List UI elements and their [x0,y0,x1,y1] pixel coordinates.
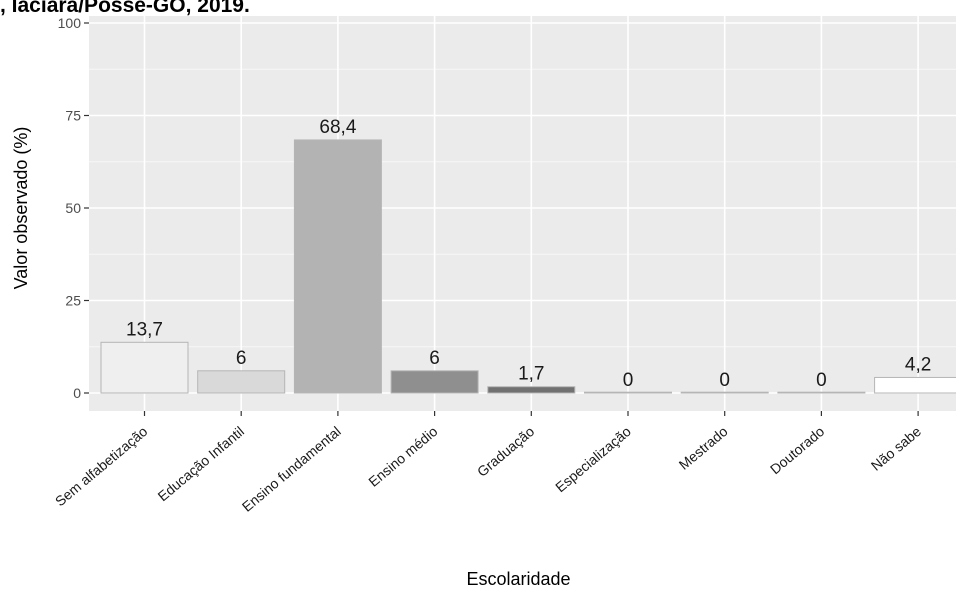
plot-panel [89,16,956,411]
x-axis-title: Escolaridade [466,569,570,589]
data-label: 0 [816,370,827,391]
bar [293,139,382,394]
data-label: 1,7 [518,364,544,385]
bar [197,370,286,394]
x-tick-label: Mestrado [676,423,731,473]
bar [874,376,956,394]
x-tick-label: Graduação [474,423,538,480]
bar [487,386,576,394]
y-tick-label: 25 [65,293,81,309]
y-tick-label: 75 [65,108,81,124]
bar [584,391,672,394]
y-tick-label: 0 [73,385,81,401]
y-tick-label: 100 [58,15,82,31]
data-label: 6 [429,348,440,369]
data-label: 6 [236,348,247,369]
data-label: 0 [719,370,730,391]
x-tick-label: Especialização [552,423,634,495]
bars [100,139,956,394]
x-tick-label: Ensino fundamental [239,423,344,515]
bar [680,391,769,394]
y-tick-label: 50 [65,200,81,216]
data-labels: 13,7 6 68,4 6 1,7 0 0 0 4,2 [126,117,931,391]
data-label: 68,4 [319,117,356,138]
x-tick-label: Doutorado [767,423,828,477]
x-tick-label: Educação Infantil [155,423,248,504]
x-tick-label: Sem alfabetização [52,423,151,509]
x-tick-label: Ensino médio [365,423,440,490]
page-title: , Iaciara/Posse-GO, 2019. [0,0,250,17]
y-axis-title: Valor observado (%) [11,127,31,290]
bar [100,341,189,394]
x-axis: Sem alfabetização Educação InfantilEnsino… [52,411,924,515]
bar [777,391,866,394]
data-label: 4,2 [905,354,931,375]
bar [390,370,479,394]
x-tick-label: Não sabe [868,423,924,474]
data-label: 13,7 [126,319,163,340]
y-axis: 0 25 50 75 100 [58,15,89,401]
data-label: 0 [623,370,634,391]
